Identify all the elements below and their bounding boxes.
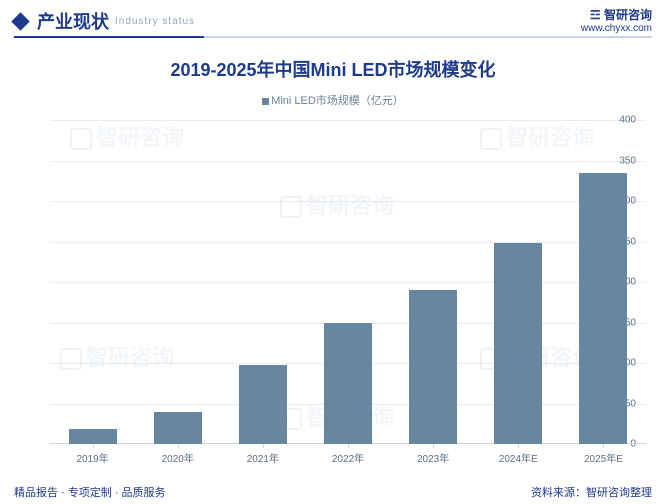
footer: 精品报告 · 专项定制 · 品质服务 资料来源：智研咨询整理 xyxy=(14,484,652,500)
x-tick xyxy=(348,444,349,448)
bar-slot: 2022年 xyxy=(305,120,390,444)
x-tick xyxy=(178,444,179,448)
bar xyxy=(324,323,372,445)
section-title: 产业现状 xyxy=(37,8,109,34)
section-subtitle: Industry status xyxy=(115,16,195,27)
bar xyxy=(69,429,117,444)
legend-swatch-icon xyxy=(262,98,269,105)
x-label: 2021年 xyxy=(247,450,279,465)
chart-title: 2019-2025年中国Mini LED市场规模变化 xyxy=(0,56,666,82)
footer-left: 精品报告 · 专项定制 · 品质服务 xyxy=(14,484,166,500)
brand-url: www.chyxx.com xyxy=(581,23,652,34)
x-label: 2024年E xyxy=(499,450,538,465)
chart-legend: Mini LED市场规模（亿元） xyxy=(0,92,666,108)
bar xyxy=(579,173,627,444)
bar xyxy=(154,412,202,444)
x-tick xyxy=(603,444,604,448)
x-label: 2020年 xyxy=(162,450,194,465)
x-label: 2025年E xyxy=(584,450,623,465)
header: 产业现状 Industry status ☲ 智研咨询 www.chyxx.co… xyxy=(0,0,666,36)
x-tick xyxy=(518,444,519,448)
brand-icon: ☲ xyxy=(590,8,601,22)
x-label: 2022年 xyxy=(332,450,364,465)
header-marker-icon xyxy=(11,12,29,30)
chart-plot: 050100150200250300350400 2019年2020年2021年… xyxy=(50,120,646,444)
bar-slot: 2021年 xyxy=(220,120,305,444)
bar-slot: 2024年E xyxy=(476,120,561,444)
x-label: 2019年 xyxy=(76,450,108,465)
bar-slot: 2019年 xyxy=(50,120,135,444)
bar xyxy=(239,365,287,444)
bar-slot: 2020年 xyxy=(135,120,220,444)
x-label: 2023年 xyxy=(417,450,449,465)
brand-name: ☲ 智研咨询 xyxy=(581,6,652,23)
bar-slot: 2023年 xyxy=(391,120,476,444)
brand-box: ☲ 智研咨询 www.chyxx.com xyxy=(581,6,652,34)
x-tick xyxy=(93,444,94,448)
bar xyxy=(409,290,457,444)
legend-label: Mini LED市场规模（亿元） xyxy=(271,95,404,107)
header-underline xyxy=(14,36,652,38)
x-tick xyxy=(263,444,264,448)
footer-right: 资料来源：智研咨询整理 xyxy=(531,484,652,500)
x-tick xyxy=(433,444,434,448)
brand-text: 智研咨询 xyxy=(604,8,652,22)
bar-slot: 2025年E xyxy=(561,120,646,444)
bars-container: 2019年2020年2021年2022年2023年2024年E2025年E xyxy=(50,120,646,444)
bar xyxy=(494,243,542,444)
